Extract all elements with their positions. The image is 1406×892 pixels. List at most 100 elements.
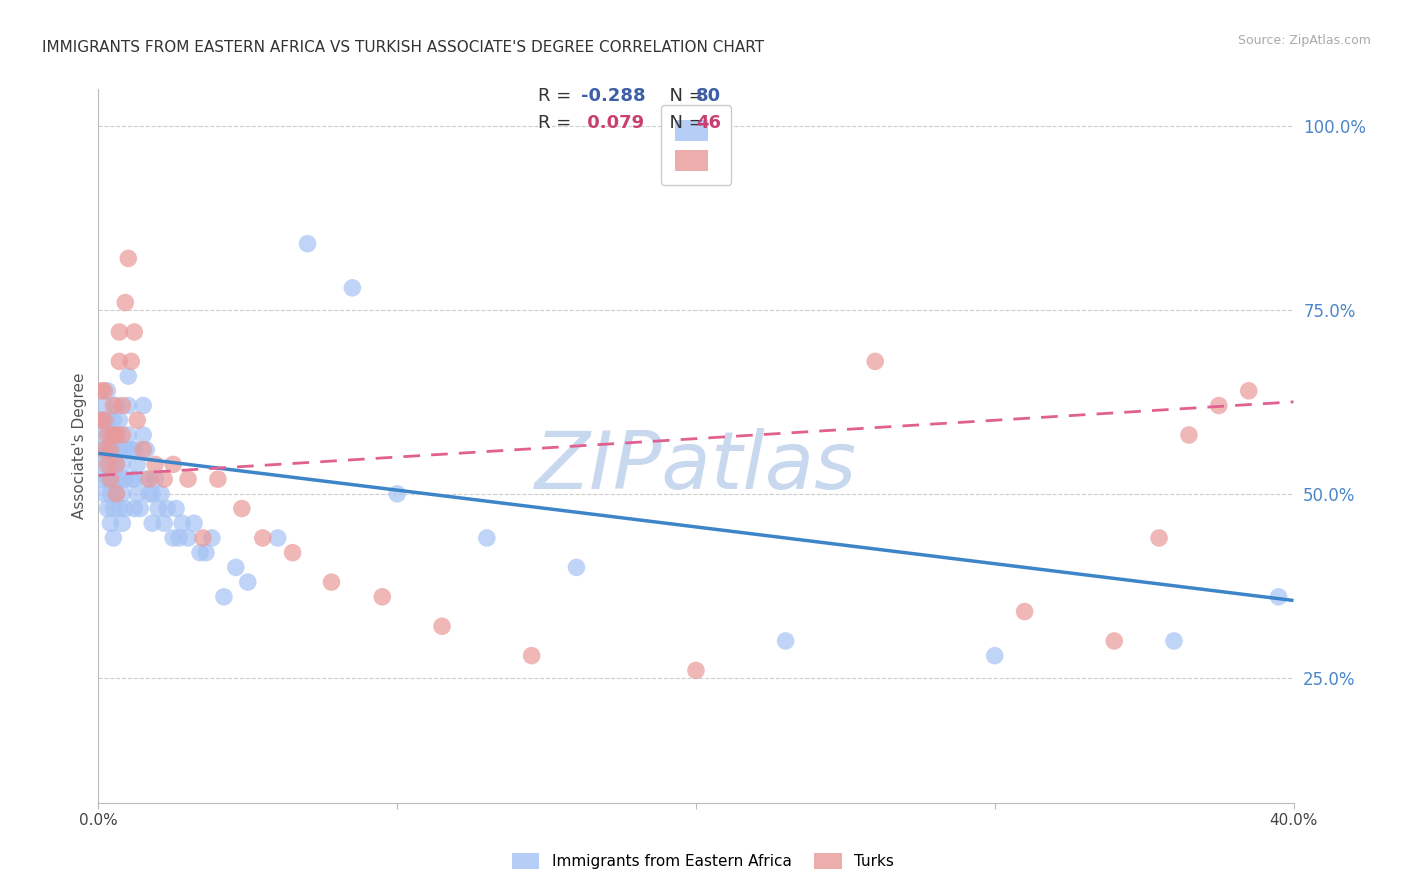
Point — [111, 428, 134, 442]
Point — [371, 590, 394, 604]
Point — [108, 472, 131, 486]
Point — [153, 516, 176, 531]
Point — [105, 458, 128, 472]
Point — [201, 531, 224, 545]
Point — [177, 472, 200, 486]
Point — [225, 560, 247, 574]
Point — [103, 399, 125, 413]
Point — [93, 428, 115, 442]
Point — [1147, 531, 1170, 545]
Point — [96, 442, 118, 457]
Text: R =: R = — [538, 87, 578, 105]
Point — [93, 487, 115, 501]
Point — [143, 472, 166, 486]
Legend: , : , — [661, 105, 731, 185]
Text: IMMIGRANTS FROM EASTERN AFRICA VS TURKISH ASSOCIATE'S DEGREE CORRELATION CHART: IMMIGRANTS FROM EASTERN AFRICA VS TURKIS… — [42, 40, 765, 55]
Legend: Immigrants from Eastern Africa, Turks: Immigrants from Eastern Africa, Turks — [506, 847, 900, 875]
Point — [183, 516, 205, 531]
Point — [93, 413, 115, 427]
Point — [1178, 428, 1201, 442]
Point — [108, 413, 131, 427]
Point — [162, 458, 184, 472]
Text: Source: ZipAtlas.com: Source: ZipAtlas.com — [1237, 34, 1371, 47]
Point — [297, 236, 319, 251]
Text: ZIPatlas: ZIPatlas — [534, 428, 858, 507]
Point — [148, 501, 170, 516]
Point — [90, 413, 112, 427]
Point — [141, 487, 163, 501]
Point — [93, 458, 115, 472]
Text: N =: N = — [658, 114, 710, 132]
Point — [143, 458, 166, 472]
Point — [138, 487, 160, 501]
Point — [93, 384, 115, 398]
Point — [114, 295, 136, 310]
Point — [231, 501, 253, 516]
Point — [96, 472, 118, 486]
Point — [1104, 634, 1126, 648]
Point — [117, 369, 139, 384]
Point — [156, 501, 179, 516]
Point — [105, 428, 128, 442]
Text: 0.079: 0.079 — [581, 114, 644, 132]
Point — [984, 648, 1007, 663]
Point — [195, 546, 218, 560]
Point — [114, 472, 136, 486]
Point — [105, 487, 128, 501]
Point — [96, 428, 118, 442]
Point — [685, 664, 707, 678]
Point — [111, 487, 134, 501]
Point — [100, 516, 122, 531]
Point — [114, 501, 136, 516]
Point — [100, 428, 122, 442]
Point — [111, 516, 134, 531]
Point — [281, 546, 304, 560]
Point — [150, 487, 173, 501]
Point — [96, 384, 118, 398]
Point — [108, 501, 131, 516]
Point — [135, 472, 157, 486]
Point — [212, 590, 235, 604]
Point — [103, 413, 125, 427]
Point — [90, 413, 112, 427]
Point — [103, 428, 125, 442]
Point — [475, 531, 498, 545]
Point — [93, 442, 115, 457]
Point — [124, 472, 146, 486]
Point — [342, 281, 364, 295]
Point — [96, 458, 118, 472]
Point — [132, 442, 155, 457]
Point — [207, 472, 229, 486]
Point — [132, 399, 155, 413]
Point — [108, 325, 131, 339]
Point — [1208, 399, 1230, 413]
Point — [520, 648, 543, 663]
Point — [117, 252, 139, 266]
Point — [105, 428, 128, 442]
Y-axis label: Associate's Degree: Associate's Degree — [72, 373, 87, 519]
Point — [191, 531, 214, 545]
Point — [105, 458, 128, 472]
Point — [127, 458, 149, 472]
Point — [165, 501, 187, 516]
Point — [117, 399, 139, 413]
Point — [114, 442, 136, 457]
Point — [167, 531, 190, 545]
Point — [865, 354, 887, 368]
Point — [100, 487, 122, 501]
Point — [1267, 590, 1289, 604]
Point — [252, 531, 274, 545]
Text: R =: R = — [538, 114, 578, 132]
Point — [565, 560, 588, 574]
Point — [135, 442, 157, 457]
Point — [172, 516, 194, 531]
Text: 46: 46 — [696, 114, 721, 132]
Point — [108, 354, 131, 368]
Point — [90, 384, 112, 398]
Point — [127, 413, 149, 427]
Point — [129, 501, 152, 516]
Point — [111, 458, 134, 472]
Point — [124, 325, 146, 339]
Point — [90, 442, 112, 457]
Point — [321, 575, 343, 590]
